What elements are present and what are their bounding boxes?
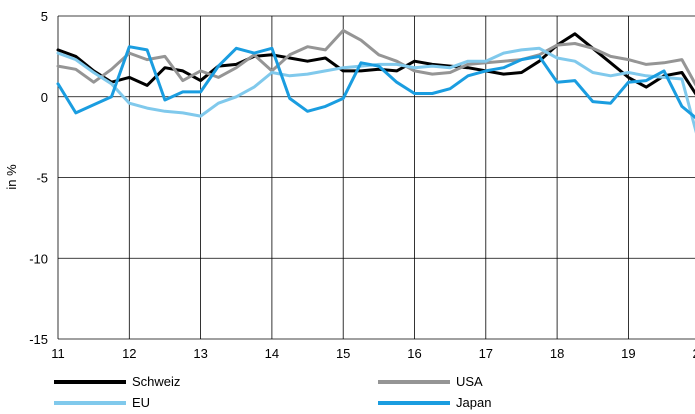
- y-tick-label: 5: [41, 9, 48, 24]
- legend-swatch: [378, 401, 450, 405]
- series-line-eu: [56, 46, 695, 134]
- series-line-schweiz: [56, 32, 695, 96]
- legend-label: Schweiz: [132, 374, 181, 389]
- x-tick-label: 19: [621, 346, 635, 361]
- y-axis-label: in %: [4, 164, 19, 190]
- x-tick-label: 14: [265, 346, 279, 361]
- y-tick-label: -5: [36, 171, 48, 186]
- x-tick-label: 20: [692, 346, 695, 361]
- legend-item-usa: USA: [378, 372, 483, 392]
- legend: Schweiz USA EU Japan: [0, 372, 695, 414]
- legend-swatch: [54, 380, 126, 384]
- x-tick-label: 12: [122, 346, 136, 361]
- legend-label: Japan: [456, 395, 492, 410]
- legend-item-schweiz: Schweiz: [54, 372, 180, 392]
- x-tick-label: 13: [193, 346, 207, 361]
- x-tick-label: 17: [479, 346, 493, 361]
- x-tick-label: 16: [407, 346, 421, 361]
- y-tick-label: -10: [29, 251, 48, 266]
- legend-swatch: [378, 380, 450, 384]
- x-tick-label: 18: [550, 346, 564, 361]
- series-line-usa: [56, 29, 695, 87]
- y-tick-label: 0: [41, 90, 48, 105]
- legend-swatch: [54, 401, 126, 405]
- x-tick-label: 11: [51, 346, 65, 361]
- legend-label: USA: [456, 374, 483, 389]
- y-tick-label: -15: [29, 332, 48, 347]
- series-lines: [56, 29, 695, 134]
- series-line-japan: [56, 45, 695, 120]
- x-tick-label: 15: [336, 346, 350, 361]
- legend-item-japan: Japan: [378, 393, 491, 413]
- legend-item-eu: EU: [54, 393, 150, 413]
- legend-label: EU: [132, 395, 151, 410]
